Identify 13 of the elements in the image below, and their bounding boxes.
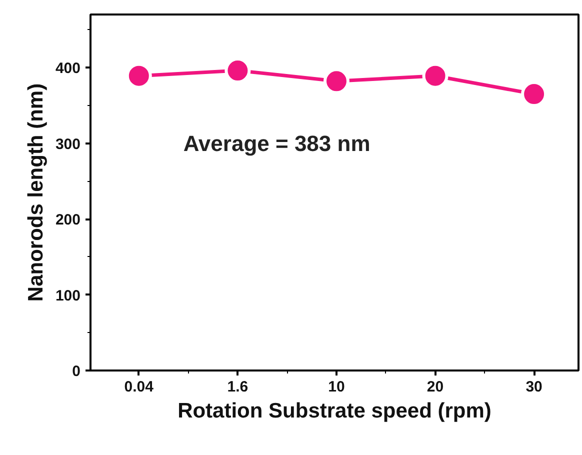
y-tick-label: 400 — [55, 60, 81, 78]
y-tick-label: 200 — [55, 212, 81, 229]
x-tick-label: 30 — [526, 378, 542, 396]
y-tick-label: 0 — [72, 363, 80, 380]
x-tick-label: 1.6 — [227, 378, 248, 396]
annotation: Average = 383 nm — [183, 130, 370, 156]
y-tick-label: 100 — [55, 287, 81, 304]
x-tick-label: 20 — [426, 378, 444, 396]
x-axis-title: Rotation Substrate speed (rpm) — [178, 400, 492, 422]
x-tick-label: 10 — [328, 378, 345, 396]
y-tick-label: 300 — [55, 136, 81, 153]
x-tick-label: 0.04 — [124, 378, 154, 396]
y-axis-title: Nanorods length (nm) — [24, 83, 48, 302]
